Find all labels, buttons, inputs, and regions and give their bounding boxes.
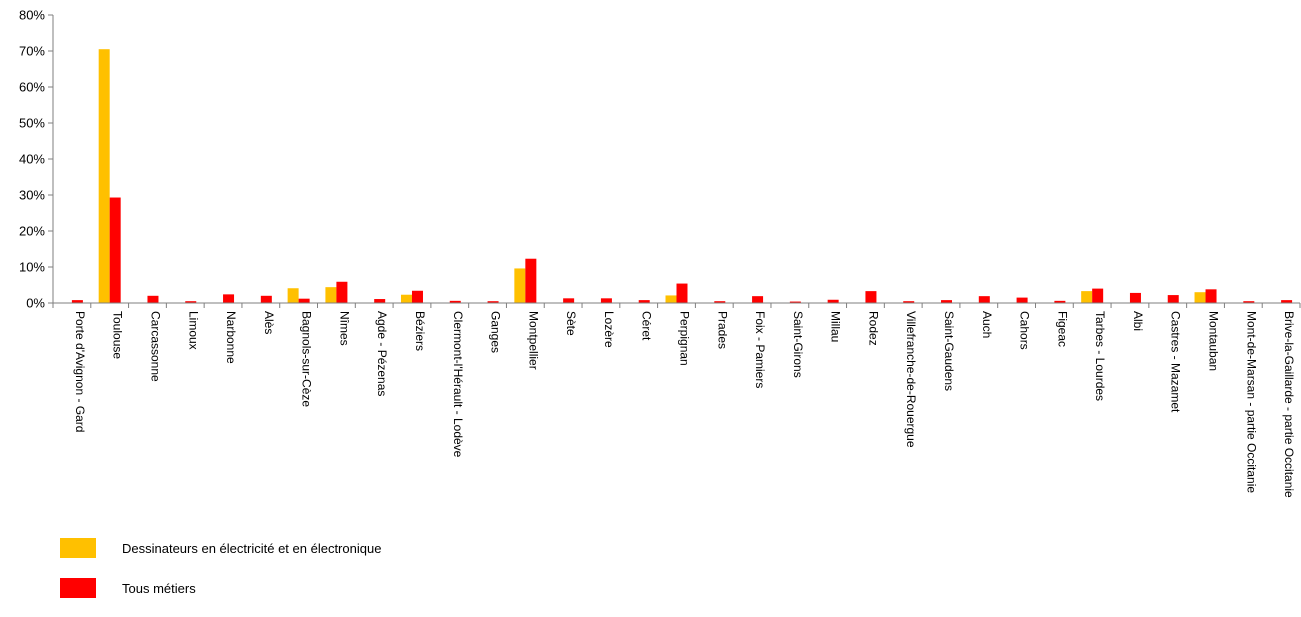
bar-tous-metiers	[1129, 292, 1141, 303]
bar-dessinateurs	[1194, 292, 1206, 303]
x-tick-label: Narbonne	[224, 311, 238, 364]
x-tick-label: Alès	[262, 311, 276, 334]
y-tick-label: 40%	[19, 152, 45, 167]
legend-swatch-dessinateurs	[60, 538, 96, 558]
bar-tous-metiers	[941, 300, 953, 303]
bar-tous-metiers	[449, 300, 461, 303]
bar-dessinateurs	[287, 288, 299, 303]
x-tick-label: Figeac	[1055, 311, 1069, 347]
x-axis: Porte d'Avignon - Gard Toulouse Carcassonn…	[52, 302, 1301, 498]
x-tick-label: Nîmes	[337, 311, 351, 346]
x-tick-label: Toulouse	[111, 311, 125, 359]
bar-tous-metiers	[865, 291, 877, 303]
x-tick-label: Clermont-l'Hérault - Lodève	[451, 311, 465, 458]
x-tick-label: Bagnols-sur-Cèze	[300, 311, 314, 407]
bar-tous-metiers	[1205, 289, 1217, 303]
x-tick-label: Ganges	[489, 311, 503, 353]
bar-tous-metiers	[185, 301, 197, 303]
legend-label-tous-metiers: Tous métiers	[122, 580, 196, 596]
legend-item-dessinateurs: Dessinateurs en électricité et en électr…	[60, 537, 381, 559]
bar-tous-metiers	[563, 298, 575, 303]
bar-tous-metiers	[147, 295, 159, 303]
x-tick-label: Cahors	[1018, 311, 1032, 350]
bar-tous-metiers	[978, 296, 990, 303]
bar-tous-metiers	[260, 295, 272, 303]
y-tick-label: 0%	[26, 296, 45, 311]
x-tick-label: Montauban	[1207, 311, 1221, 371]
y-axis: 0% 10% 20% 30% 40% 50% 60% 70% 80%	[19, 8, 54, 311]
y-tick-label: 20%	[19, 224, 45, 239]
bar-tous-metiers	[223, 294, 235, 303]
bar-tous-metiers	[1281, 300, 1293, 303]
bar-tous-metiers	[827, 299, 839, 303]
bar-tous-metiers	[903, 301, 915, 303]
x-tick-label: Villefranche-de-Rouergue	[904, 311, 918, 448]
bar-tous-metiers	[336, 281, 348, 303]
bar-dessinateurs	[98, 49, 110, 304]
y-tick-label: 50%	[19, 116, 45, 131]
x-tick-label: Prades	[715, 311, 729, 349]
x-tick-label: Albi	[1131, 311, 1145, 331]
bar-tous-metiers	[487, 301, 499, 303]
legend-swatch-tous-metiers	[60, 578, 96, 598]
x-tick-label: Montpellier	[526, 311, 540, 370]
bar-tous-metiers	[71, 300, 83, 303]
y-tick-label: 60%	[19, 80, 45, 95]
bar-tous-metiers	[676, 283, 688, 303]
x-tick-label: Mont-de-Marsan - partie Occitanie	[1244, 311, 1258, 493]
bar-tous-metiers	[714, 301, 726, 303]
y-tick-label: 10%	[19, 260, 45, 275]
bar-dessinateurs	[514, 268, 526, 303]
bars	[71, 49, 1293, 304]
x-tick-label: Lozère	[602, 311, 616, 348]
y-tick-label: 30%	[19, 188, 45, 203]
bar-dessinateurs	[400, 294, 412, 303]
x-tick-label: Perpignan	[678, 311, 692, 366]
bar-tous-metiers	[525, 258, 537, 303]
bar-tous-metiers	[298, 298, 310, 303]
bar-dessinateurs	[325, 287, 337, 303]
bar-chart: 0% 10% 20% 30% 40% 50% 60% 70% 80% Porte d'Avign…	[19, 8, 1301, 498]
x-tick-label: Tarbes - Lourdes	[1093, 311, 1107, 401]
legend: Dessinateurs en électricité et en électr…	[60, 537, 381, 617]
x-tick-label: Castres - Mazamet	[1169, 311, 1183, 413]
bar-tous-metiers	[1243, 301, 1255, 303]
x-tick-label: Saint-Gaudens	[942, 311, 956, 391]
x-tick-label: Rodez	[866, 311, 880, 346]
bar-tous-metiers	[1092, 288, 1104, 303]
x-tick-label: Céret	[640, 311, 654, 341]
bar-tous-metiers	[600, 298, 612, 303]
x-tick-label: Millau	[829, 311, 843, 342]
x-tick-label: Foix - Pamiers	[753, 311, 767, 388]
x-tick-label: Porte d'Avignon - Gard	[73, 311, 87, 432]
x-tick-label: Brive-la-Gaillarde - partie Occitanie	[1282, 311, 1296, 498]
y-tick-label: 70%	[19, 44, 45, 59]
x-tick-label: Auch	[980, 311, 994, 338]
legend-item-tous-metiers: Tous métiers	[60, 577, 381, 599]
bar-dessinateurs	[665, 295, 677, 303]
bar-tous-metiers	[638, 300, 650, 303]
bar-dessinateurs	[1081, 291, 1093, 303]
x-tick-label: Carcassonne	[148, 311, 162, 382]
x-tick-label: Sète	[564, 311, 578, 336]
bar-tous-metiers	[411, 290, 423, 303]
bar-tous-metiers	[1054, 300, 1066, 303]
x-tick-label: Limoux	[186, 311, 200, 350]
bar-tous-metiers	[109, 197, 121, 303]
y-tick-label: 80%	[19, 8, 45, 23]
bar-tous-metiers	[1167, 295, 1179, 303]
bar-tous-metiers	[752, 296, 764, 303]
bar-tous-metiers	[374, 299, 386, 303]
bar-tous-metiers	[789, 301, 801, 303]
x-tick-label: Saint-Girons	[791, 311, 805, 378]
legend-label-dessinateurs: Dessinateurs en électricité et en électr…	[122, 540, 382, 556]
bar-tous-metiers	[1016, 297, 1028, 303]
x-tick-label: Agde - Pézenas	[375, 311, 389, 396]
x-tick-label: Béziers	[413, 311, 427, 351]
